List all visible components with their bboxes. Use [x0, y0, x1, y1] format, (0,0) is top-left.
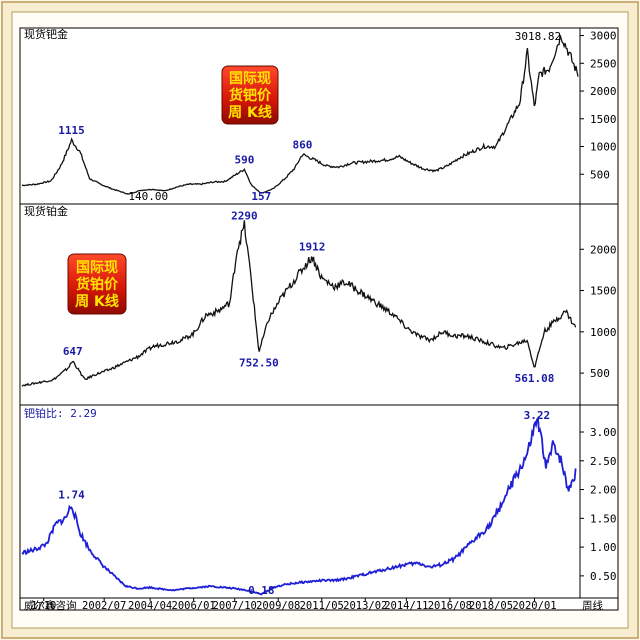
p3-ytick-label: 1.00: [590, 541, 617, 554]
footer-right-label: 周线: [582, 599, 603, 612]
p2-annotation: 561.08: [515, 372, 555, 385]
p1-ytick-label: 2500: [590, 57, 617, 70]
p3-annotation: 3.22: [524, 409, 551, 422]
p3-annotation: 0.18: [248, 584, 275, 597]
p1-ytick-label: 2000: [590, 85, 617, 98]
p2-annotation: 1912: [299, 241, 326, 254]
panel-1-title: 现货钯金: [24, 27, 68, 41]
x-tick-label: 2020/01: [512, 600, 556, 612]
panel-1-badge: 国际现 货钯价 周 K线: [221, 65, 279, 125]
p2-series-line: [21, 220, 577, 387]
panel-1-badge-line-1: 国际现: [229, 71, 271, 87]
panel-2-title: 现货铂金: [24, 204, 68, 218]
panel-2-badge: 国际现 货铂价 周 K线: [67, 253, 127, 315]
p1-annotation: 1115: [58, 124, 85, 137]
p3-ytick-label: 2.00: [590, 484, 617, 497]
p3-series-line: [21, 415, 577, 596]
p3-ytick-label: 0.50: [590, 570, 617, 583]
p1-series-line: [21, 34, 579, 195]
p3-ytick-label: 3.00: [590, 426, 617, 439]
x-tick-label: 2007/10: [213, 600, 257, 612]
panel-3-ratio: 0.50 1.00 1.50 2.00 2.50 3.00 1.74 0.18 3.22: [21, 409, 617, 597]
p2-annotation: 2290: [231, 209, 258, 222]
x-tick-label: 2013/02: [343, 600, 387, 612]
x-tick-label: 2002/07: [82, 600, 126, 612]
p1-annotation: 157: [251, 190, 271, 203]
panel-1-badge-line-3: 周 K线: [228, 104, 272, 121]
p1-annotation: 3018.82: [515, 30, 561, 43]
p2-ytick-label: 500: [590, 367, 610, 380]
panel-2-platinum: 500 1000 1500 2000 647 2290 752.50 1912 561.08: [21, 209, 617, 387]
plot-area: [19, 27, 619, 611]
p1-annotation: 860: [292, 138, 312, 151]
p3-ytick-label: 2.50: [590, 455, 617, 468]
x-tick-label: 2011/05: [300, 600, 344, 612]
panel-1-palladium: 500 1000 1500 2000 2500 3000 1115 140.00 590 157 8…: [21, 30, 617, 203]
p1-annotation: 140.00: [128, 190, 168, 203]
footer-left-label: 威尔鑫咨询: [24, 599, 77, 612]
x-tick-label: 2009/08: [256, 600, 300, 612]
panel-2-badge-line-1: 国际现: [76, 260, 118, 276]
panel-2-badge-line-3: 周 K线: [75, 293, 119, 310]
x-tick-label: 2006/01: [172, 600, 216, 612]
p1-ytick-label: 1000: [590, 141, 617, 154]
p1-ytick-label: 1500: [590, 113, 617, 126]
p3-ytick-label: 1.50: [590, 512, 617, 525]
p2-ytick-label: 1000: [590, 326, 617, 339]
p2-annotation: 647: [63, 345, 83, 358]
p1-annotation: 590: [234, 153, 254, 166]
p2-annotation: 752.50: [239, 356, 279, 369]
x-tick-label: 2016/08: [428, 600, 472, 612]
panel-3-title: 钯铂比: 2.29: [24, 406, 97, 420]
panel-1-badge-line-2: 货钯价: [228, 87, 272, 104]
p1-ytick-label: 3000: [590, 30, 617, 43]
p2-ytick-label: 2000: [590, 243, 617, 256]
p1-ytick-label: 500: [590, 168, 610, 181]
x-tick-label: 2014/11: [384, 600, 428, 612]
panel-2-badge-line-2: 货铂价: [75, 276, 119, 293]
p3-annotation: 1.74: [58, 489, 85, 502]
x-tick-label: 1/10: [31, 600, 56, 612]
x-tick-label: 2018/05: [469, 600, 513, 612]
x-tick-label: 2004/04: [128, 600, 172, 612]
p2-ytick-label: 1500: [590, 285, 617, 298]
